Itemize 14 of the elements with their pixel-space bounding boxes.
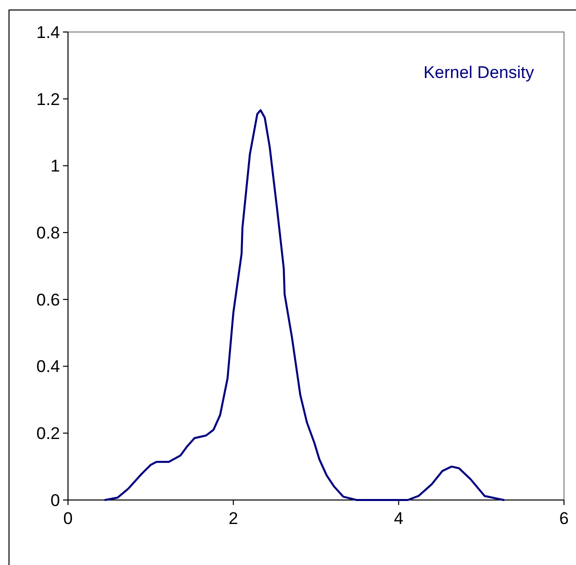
y-tick-label: 0.4 bbox=[36, 357, 60, 376]
x-tick-label: 6 bbox=[559, 509, 569, 528]
x-tick-label: 2 bbox=[228, 509, 238, 528]
text: Kernel Density bbox=[423, 63, 534, 82]
y-tick-label: 0 bbox=[50, 490, 60, 510]
y-tick-label: 0.6 bbox=[36, 290, 60, 310]
y-tick-label: 1.4 bbox=[36, 22, 60, 42]
y-tick-label: 1 bbox=[50, 156, 60, 176]
x-tick-label: 4 bbox=[394, 509, 404, 528]
y-tick-label: 0.2 bbox=[36, 424, 60, 444]
y-tick-label: 1.2 bbox=[36, 90, 60, 109]
line-series bbox=[104, 109, 505, 501]
y-tick-label: 0.8 bbox=[36, 224, 60, 243]
x-tick-label: 0 bbox=[63, 509, 73, 528]
